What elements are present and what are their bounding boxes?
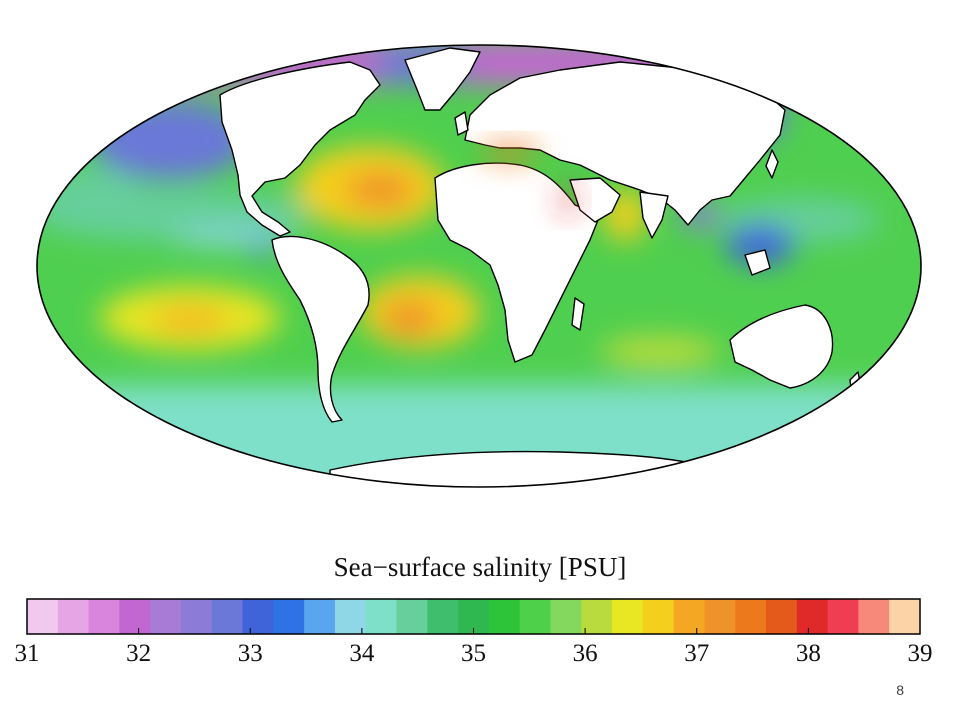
pacific-equatorial-low-band (170, 230, 290, 246)
colorbar-tick-label: 36 (573, 640, 598, 667)
colorbar-tick-label: 31 (15, 640, 40, 667)
colorbar-swatch (612, 599, 644, 634)
colorbar-swatch (827, 599, 859, 634)
colorbar-swatch (396, 599, 428, 634)
south-pacific-high-core (150, 306, 230, 334)
slide-number: 8 (896, 682, 904, 698)
colorbar-tick-label: 39 (908, 640, 933, 667)
india-landmass (639, 191, 669, 239)
colorbar-swatch (858, 599, 890, 634)
south-america-landmass (271, 235, 370, 423)
colorbar-tick-label: 32 (126, 640, 151, 667)
britain-landmass (454, 111, 469, 136)
colorbar-swatch (273, 599, 305, 634)
colorbar-tick-label: 35 (461, 640, 486, 667)
colorbar-swatch (735, 599, 767, 634)
colorbar-tick-label: 38 (796, 640, 821, 667)
colorbar-swatch (242, 599, 274, 634)
colorbar: 31 32 33 34 35 36 37 38 39 (15, 598, 933, 667)
colorbar-swatch (304, 599, 336, 634)
colorbar-swatch (88, 599, 120, 634)
map-boundary (36, 44, 922, 488)
arabia-landmass (569, 177, 621, 223)
colorbar-swatch (581, 599, 613, 634)
australia-landmass (729, 304, 834, 389)
colorbar-swatch (27, 599, 59, 634)
colorbar-swatch (519, 599, 551, 634)
colorbar-swatch (334, 599, 367, 634)
colorbar-title: Sea−surface salinity [PSU] (333, 552, 627, 582)
colorbar-tick-label: 33 (238, 640, 263, 667)
colorbar-swatch (365, 599, 398, 634)
north-america-landmass (219, 61, 381, 237)
colorbar-swatch (427, 599, 459, 634)
madagascar-landmass (571, 297, 585, 331)
colorbar-swatch (180, 599, 213, 634)
salinity-world-map (36, 44, 922, 488)
colorbar-swatch (488, 599, 521, 634)
colorbar-swatch (673, 599, 705, 634)
europe-asia-landmass (464, 61, 786, 226)
north-atlantic-high-core (345, 172, 415, 208)
japan-landmass (765, 149, 779, 179)
colorbar-swatch (211, 599, 244, 634)
colorbar-swatch (57, 599, 90, 634)
africa-landmass (434, 162, 601, 363)
colorbar-swatch (642, 599, 675, 634)
indonesia-low-salinity (725, 225, 795, 265)
colorbar-swatch (550, 599, 582, 634)
red-sea-high-salinity (563, 184, 573, 216)
colorbar-swatch (766, 599, 798, 634)
colorbar-swatch (796, 599, 829, 634)
colorbar-swatch (889, 599, 921, 634)
colorbar-swatch (119, 599, 151, 634)
mediterranean-high-salinity (480, 145, 540, 159)
colorbar-tick-label: 37 (684, 640, 709, 667)
greenland-landmass (404, 47, 481, 111)
south-atlantic-high-core (382, 300, 438, 336)
south-indian-high-salinity (600, 336, 720, 368)
borneo-landmass (744, 249, 771, 276)
colorbar-tick-label: 34 (349, 640, 375, 667)
east-pacific-subtropical-mid (40, 168, 140, 212)
arctic-low-salinity (37, 45, 921, 85)
colorbar-swatch (704, 599, 736, 634)
colorbar-swatch (150, 599, 182, 634)
